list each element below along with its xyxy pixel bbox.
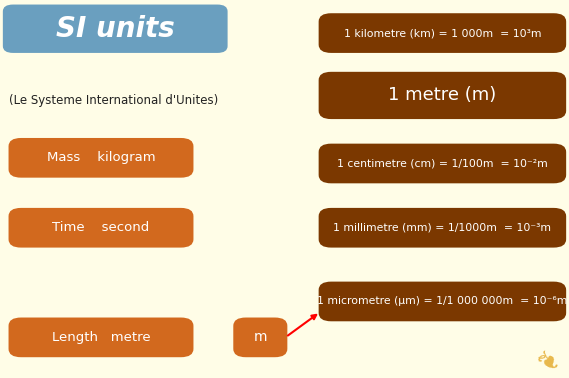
Text: 1 millimetre (mm) = 1/1000m  = 10⁻³m: 1 millimetre (mm) = 1/1000m = 10⁻³m (333, 223, 551, 233)
Text: Mass    kilogram: Mass kilogram (47, 151, 155, 164)
Text: ❧: ❧ (528, 344, 564, 378)
Text: SI units: SI units (56, 15, 175, 43)
Text: 1 micrometre (μm) = 1/1 000 000m  = 10⁻⁶m: 1 micrometre (μm) = 1/1 000 000m = 10⁻⁶m (317, 296, 568, 307)
FancyBboxPatch shape (9, 208, 193, 248)
FancyBboxPatch shape (9, 138, 193, 178)
Text: m: m (254, 330, 267, 344)
Text: Length   metre: Length metre (52, 331, 150, 344)
FancyBboxPatch shape (319, 72, 566, 119)
Text: Time    second: Time second (52, 221, 150, 234)
Text: 1 kilometre (km) = 1 000m  = 10³m: 1 kilometre (km) = 1 000m = 10³m (344, 28, 541, 38)
FancyBboxPatch shape (319, 208, 566, 248)
FancyBboxPatch shape (319, 13, 566, 53)
FancyBboxPatch shape (9, 318, 193, 357)
Text: (Le Systeme International d'Unites): (Le Systeme International d'Unites) (9, 94, 218, 107)
Text: 1 metre (m): 1 metre (m) (388, 87, 497, 104)
FancyBboxPatch shape (319, 282, 566, 321)
FancyBboxPatch shape (233, 318, 287, 357)
Text: 1 centimetre (cm) = 1/100m  = 10⁻²m: 1 centimetre (cm) = 1/100m = 10⁻²m (337, 158, 548, 169)
FancyBboxPatch shape (319, 144, 566, 183)
FancyBboxPatch shape (3, 5, 228, 53)
